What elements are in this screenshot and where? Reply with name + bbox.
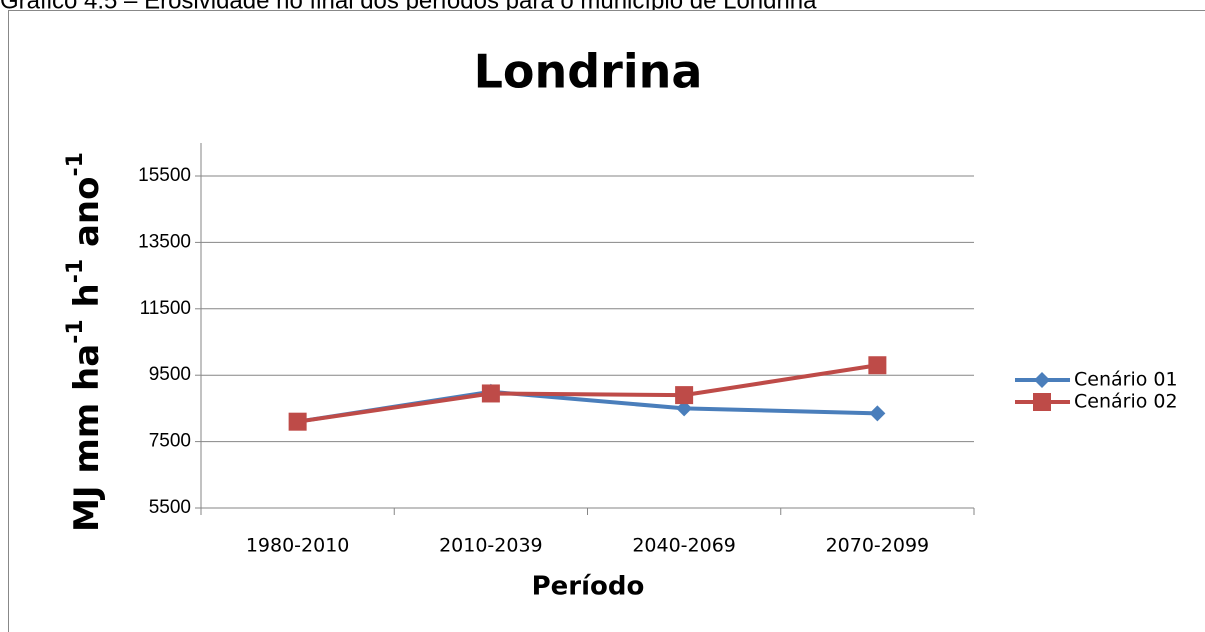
y-label-part: ano [67, 176, 107, 258]
y-tick-label: 9500 [149, 364, 191, 385]
x-tick-label: 2070-2099 [826, 535, 930, 557]
y-tick-label: 5500 [149, 497, 191, 518]
x-tick-label: 2040-2069 [632, 535, 736, 557]
chart-title: Londrina [474, 45, 703, 99]
y-tick-label: 11500 [140, 298, 191, 319]
data-point [869, 405, 886, 422]
data-point [676, 400, 693, 417]
y-tick-label: 15500 [138, 165, 191, 186]
y-tick-label: 13500 [138, 231, 191, 252]
y-label-sup: -1 [63, 319, 88, 343]
data-point [868, 356, 887, 375]
y-label-sup: -1 [63, 152, 88, 176]
legend-label: Cenário 02 [1074, 391, 1178, 413]
series-line [297, 363, 878, 424]
y-axis-label: MJ mm ha-1 h-1 ano-1 [63, 152, 107, 532]
data-point [675, 386, 694, 405]
x-tick-label: 1980-2010 [246, 535, 350, 557]
y-label-part: MJ mm ha [67, 344, 107, 532]
x-tick-label: 2010-2039 [439, 535, 543, 557]
y-label-part: h [67, 283, 107, 319]
x-axis-label: Período [532, 572, 645, 602]
y-label-sup: -1 [63, 259, 88, 283]
legend-label: Cenário 01 [1074, 369, 1178, 391]
chart-frame [8, 10, 1205, 632]
legend-marker [1033, 393, 1051, 411]
data-point [481, 384, 500, 403]
y-tick-label: 7500 [149, 431, 191, 452]
legend-marker [1034, 372, 1050, 388]
data-point [288, 412, 307, 431]
